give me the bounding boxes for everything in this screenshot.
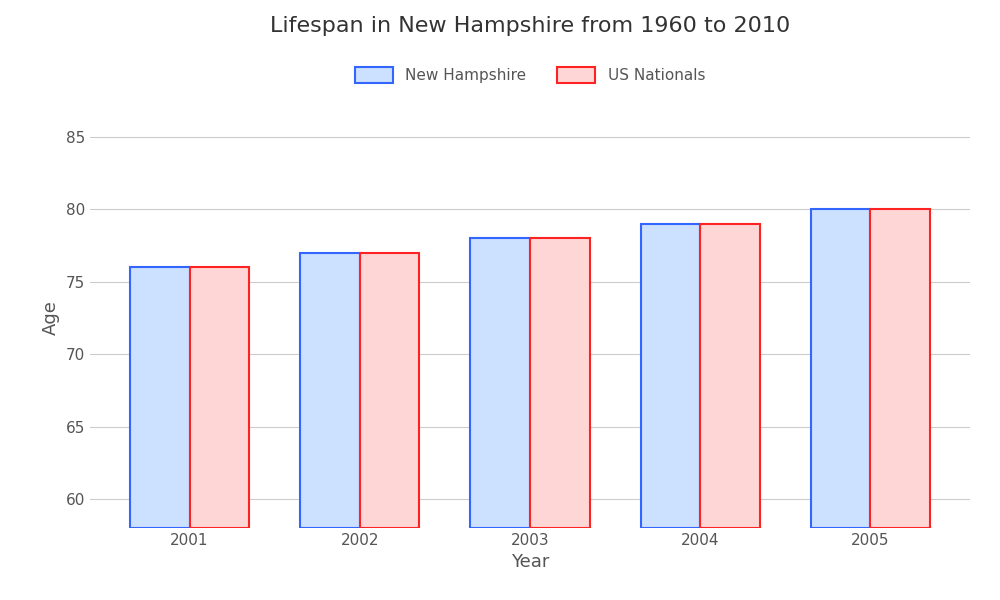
Bar (190, 268, 249, 528)
Bar (811, 209, 870, 528)
Bar (641, 224, 700, 528)
Bar (470, 238, 530, 528)
X-axis label: Year: Year (511, 553, 549, 571)
Bar (530, 238, 590, 528)
Bar (870, 209, 930, 528)
Bar (360, 253, 419, 528)
Bar (700, 224, 760, 528)
Legend: New Hampshire, US Nationals: New Hampshire, US Nationals (349, 61, 711, 89)
Bar (130, 268, 190, 528)
Bar (300, 253, 360, 528)
Title: Lifespan in New Hampshire from 1960 to 2010: Lifespan in New Hampshire from 1960 to 2… (270, 16, 790, 35)
Y-axis label: Age: Age (42, 301, 60, 335)
